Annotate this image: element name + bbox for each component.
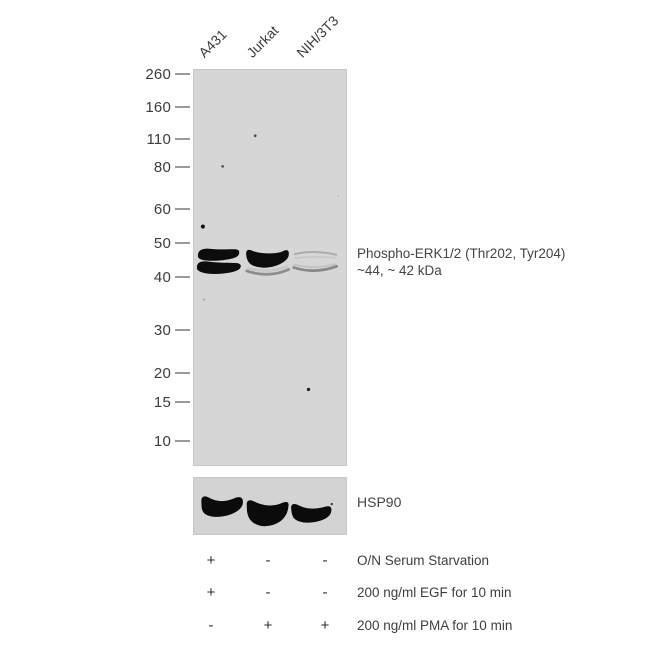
treatment-sign-pma-lane1: -: [208, 617, 214, 634]
mw-tick: [175, 166, 190, 168]
mw-tick: [175, 138, 190, 140]
blot-speck: [200, 224, 205, 229]
mw-marker-60: 60: [0, 199, 193, 219]
treatment-label-serum: O/N Serum Starvation: [357, 553, 490, 568]
mw-marker-value: 50: [153, 234, 171, 252]
mw-tick: [175, 440, 190, 442]
phospho-erk-blot-panel: [193, 69, 347, 466]
target-annotation-line2: ~44, ~ 42 kDa: [357, 263, 442, 278]
blot-speck: [221, 164, 225, 168]
band-jurkat-42kda-echo: [246, 265, 289, 272]
treatment-sign-serum-lane3: -: [322, 552, 328, 569]
treatment-sign-egf-lane3: -: [322, 584, 328, 601]
mw-tick: [175, 73, 190, 75]
band-nih3t3-44kda-echo: [294, 256, 337, 259]
band-nih3t3-42kda: [292, 264, 339, 273]
mw-marker-110: 110: [0, 129, 193, 149]
band-nih3t3-42kda-echo: [293, 262, 337, 269]
mw-marker-40: 40: [0, 267, 193, 287]
band-nih3t3-44kda: [293, 250, 338, 256]
band-a431-44kda: [197, 248, 240, 261]
blot-speck: [202, 298, 205, 301]
blot-speck: [330, 502, 333, 506]
band-a431-42kda: [196, 261, 241, 274]
treatment-sign-pma-lane2: +: [263, 617, 273, 634]
band-jurkat-44kda: [246, 249, 289, 268]
treatment-sign-egf-lane1: +: [206, 584, 216, 601]
mw-tick: [175, 329, 190, 331]
target-annotation: Phospho-ERK1/2 (Thr202, Tyr204) ~44, ~ 4…: [357, 245, 565, 279]
target-annotation-line1: Phospho-ERK1/2 (Thr202, Tyr204): [357, 246, 566, 261]
hsp90-blot-panel: [193, 477, 347, 535]
blot-speck: [337, 194, 340, 197]
mw-marker-value: 40: [153, 268, 171, 286]
hsp90-blot-image: [201, 496, 333, 527]
mw-marker-15: 15: [0, 392, 193, 412]
treatment-sign-egf-lane2: -: [265, 584, 271, 601]
phospho-erk-blot-image: [196, 134, 340, 392]
mw-marker-value: 15: [153, 393, 171, 411]
mw-tick: [175, 276, 190, 278]
mw-marker-value: 60: [153, 200, 171, 218]
mw-tick: [175, 106, 190, 108]
mw-marker-160: 160: [0, 97, 193, 117]
band-nih3t3-hsp90: [291, 504, 332, 523]
mw-marker-50: 50: [0, 233, 193, 253]
lane-label-nih3t3: NIH/3T3: [293, 12, 342, 61]
mw-marker-value: 80: [153, 158, 171, 176]
mw-tick: [175, 242, 190, 244]
mw-tick: [175, 401, 190, 403]
treatment-sign-serum-lane1: +: [206, 552, 216, 569]
band-a431-hsp90: [201, 496, 243, 517]
mw-marker-30: 30: [0, 320, 193, 340]
band-jurkat-42kda: [245, 268, 291, 276]
lane-label-a431: A431: [195, 26, 230, 61]
lane-label-jurkat: Jurkat: [243, 22, 282, 61]
mw-marker-20: 20: [0, 363, 193, 383]
loading-control-label: HSP90: [357, 494, 402, 510]
mw-tick: [175, 372, 190, 374]
mw-marker-10: 10: [0, 431, 193, 451]
mw-marker-value: 30: [153, 321, 171, 339]
mw-tick: [175, 208, 190, 210]
mw-marker-80: 80: [0, 157, 193, 177]
treatment-sign-serum-lane2: -: [265, 552, 271, 569]
mw-marker-value: 260: [145, 65, 171, 83]
treatment-sign-pma-lane3: +: [320, 617, 330, 634]
mw-marker-value: 110: [146, 130, 171, 148]
mw-marker-260: 260: [0, 64, 193, 84]
mw-marker-value: 20: [153, 364, 171, 382]
treatment-label-pma: 200 ng/ml PMA for 10 min: [357, 618, 513, 633]
treatment-label-egf: 200 ng/ml EGF for 10 min: [357, 585, 512, 600]
band-jurkat-hsp90: [246, 500, 289, 527]
mw-marker-value: 160: [145, 98, 171, 116]
mw-marker-value: 10: [153, 432, 171, 450]
blot-speck: [306, 387, 311, 392]
blot-speck: [253, 134, 257, 138]
